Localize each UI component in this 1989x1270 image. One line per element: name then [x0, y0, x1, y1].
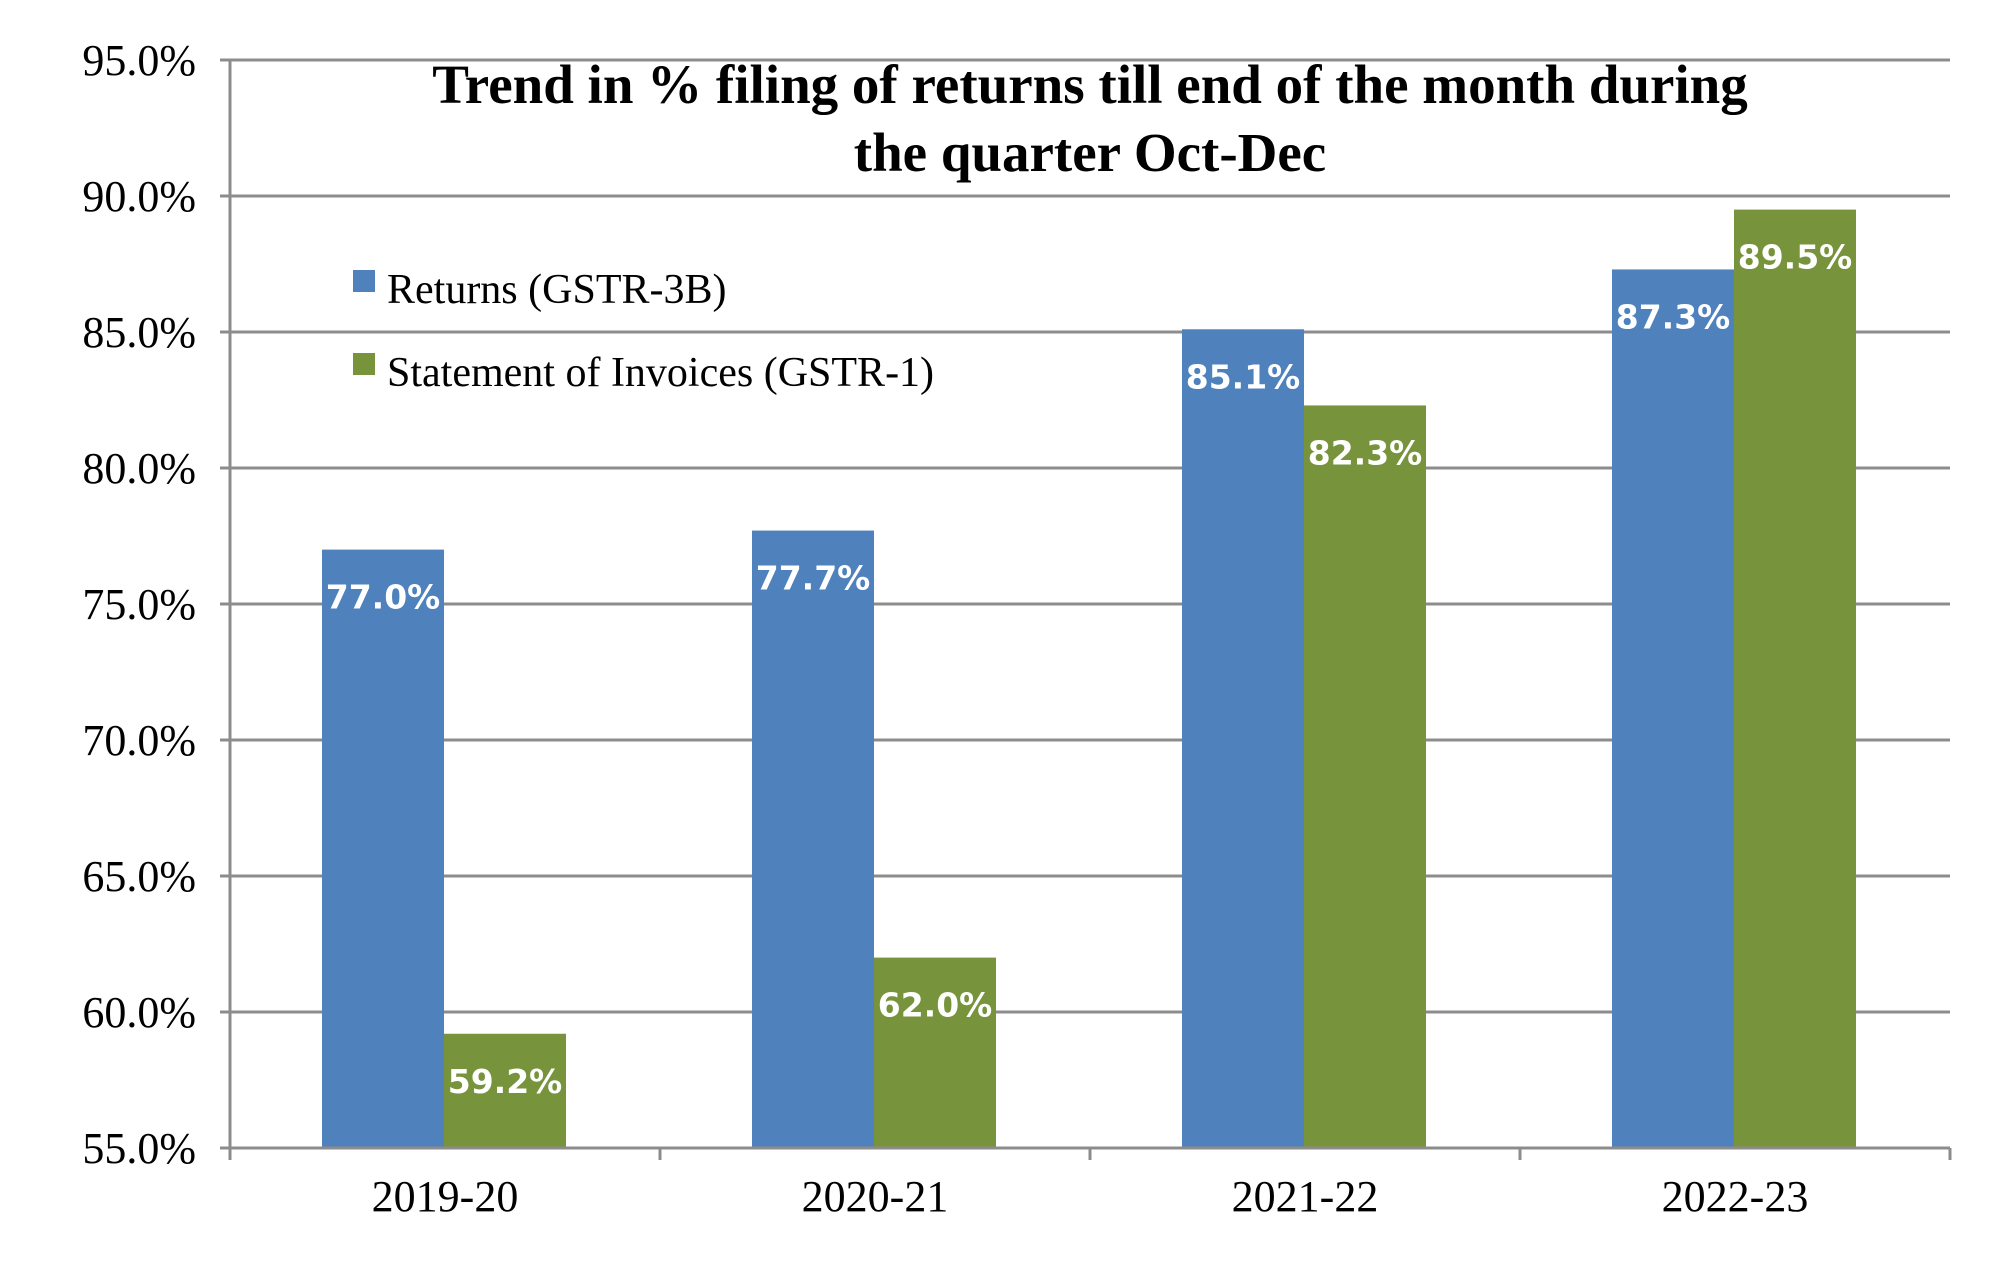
- y-tick-label: 70.0%: [82, 716, 196, 765]
- data-label: 85.1%: [1186, 357, 1301, 396]
- bar-returns: [1182, 329, 1304, 1148]
- x-tick-label: 2020-21: [802, 1172, 949, 1221]
- bar-statement-of-invoices: [874, 957, 996, 1148]
- gridlines: [230, 58, 1950, 1014]
- chart-title-line-1: Trend in % filing of returns till end of…: [432, 54, 1748, 115]
- chart-title: Trend in % filing of returns till end of…: [432, 54, 1748, 183]
- data-label: 62.0%: [878, 986, 993, 1025]
- x-tick-label: 2019-20: [372, 1172, 519, 1221]
- data-label: 87.3%: [1616, 297, 1731, 336]
- y-tick-label: 65.0%: [82, 852, 196, 901]
- y-tick-label: 55.0%: [82, 1124, 196, 1173]
- data-label: 77.0%: [326, 578, 441, 617]
- y-tick-label: 75.0%: [82, 580, 196, 629]
- legend-label-statement-of-invoices: Statement of Invoices (GSTR-1): [387, 350, 934, 396]
- axes: 55.0% 60.0% 65.0% 70.0% 75.0% 80.0% 85.0% 90.0%…: [82, 36, 1952, 1221]
- y-tick-label: 60.0%: [82, 988, 196, 1037]
- legend: Returns (GSTR-3B) Statement of Invoices …: [353, 267, 934, 396]
- y-tick-label: 95.0%: [82, 36, 196, 85]
- x-tick-label: 2021-22: [1232, 1172, 1379, 1221]
- legend-label-returns: Returns (GSTR-3B): [387, 267, 727, 313]
- bar-returns: [1612, 269, 1734, 1148]
- legend-swatch-statement-of-invoices: [353, 353, 375, 375]
- data-label: 82.3%: [1308, 433, 1423, 472]
- x-tick-label: 2022-23: [1662, 1172, 1809, 1221]
- bar-statement-of-invoices: [444, 1033, 566, 1148]
- bar-statement-of-invoices: [1734, 209, 1856, 1149]
- data-label: 89.5%: [1738, 238, 1853, 277]
- y-tick-label: 80.0%: [82, 444, 196, 493]
- data-label: 77.7%: [756, 559, 871, 598]
- y-tick-label: 85.0%: [82, 308, 196, 357]
- data-label: 59.2%: [448, 1062, 563, 1101]
- bar-returns: [322, 549, 444, 1148]
- bar-returns: [752, 530, 874, 1148]
- y-tick-label: 90.0%: [82, 172, 196, 221]
- bar-statement-of-invoices: [1304, 405, 1426, 1148]
- chart-title-line-2: the quarter Oct-Dec: [854, 122, 1326, 183]
- bars: [322, 209, 1856, 1149]
- data-labels: 77.0% 77.7% 85.1% 87.3% 59.2% 62.0% 82.3% 89.5%: [326, 238, 1853, 1101]
- legend-swatch-returns: [353, 270, 375, 292]
